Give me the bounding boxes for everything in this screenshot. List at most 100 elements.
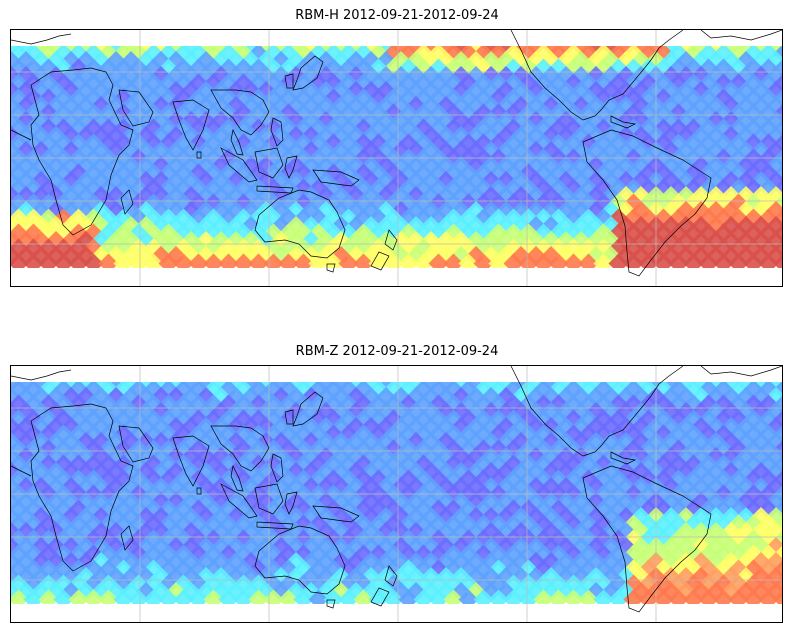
heat-cell	[23, 253, 44, 268]
heat-cell	[503, 253, 524, 268]
map-panel-rbm-z[interactable]	[10, 365, 783, 623]
coastline	[254, 483, 284, 515]
heat-cell	[623, 382, 644, 400]
coastline	[284, 409, 294, 425]
heat-cell	[263, 46, 284, 64]
heat-cell	[698, 589, 719, 604]
heat-cell	[233, 253, 254, 268]
heat-cell	[428, 589, 449, 604]
heat-cell	[398, 46, 419, 64]
heat-cell	[398, 382, 419, 400]
heat-cell	[653, 253, 674, 268]
coastline	[254, 147, 284, 179]
heat-cell	[668, 589, 689, 604]
heat-cell	[353, 46, 374, 64]
heat-cell	[128, 589, 149, 604]
heat-cell	[578, 46, 599, 64]
heat-cell	[533, 46, 554, 64]
coastline	[312, 505, 360, 523]
coastline	[230, 464, 244, 492]
coastline	[700, 366, 782, 377]
heat-cell	[488, 382, 509, 400]
heat-cell	[248, 589, 269, 604]
heat-cell	[173, 253, 194, 268]
heat-cell	[53, 253, 74, 268]
heat-cell	[413, 253, 434, 268]
heat-cell	[143, 46, 164, 64]
gridlines-rbm-h	[11, 30, 782, 286]
heat-cell	[338, 589, 359, 604]
heat-cell	[593, 253, 614, 268]
panel-1-title: RBM-H 2012-09-21-2012-09-24	[295, 8, 499, 23]
map-panel-rbm-h[interactable]	[10, 29, 783, 287]
heat-cell	[668, 46, 689, 64]
heat-cell	[758, 589, 779, 604]
heat-cell	[248, 382, 269, 400]
heat-cell	[608, 46, 629, 64]
heat-cell	[353, 253, 374, 268]
heat-cell	[518, 589, 539, 604]
heat-cell	[83, 46, 104, 64]
heat-cell	[608, 253, 629, 268]
heat-cell	[218, 589, 239, 604]
panel-2-title: RBM-Z 2012-09-21-2012-09-24	[295, 344, 499, 359]
coastline	[510, 30, 684, 121]
heat-cell	[638, 46, 659, 64]
heat-cell	[548, 589, 569, 604]
heat-cell	[518, 253, 539, 268]
heat-cell	[488, 589, 509, 604]
heat-cell	[608, 589, 629, 604]
coastline	[370, 587, 390, 607]
heat-cell	[353, 589, 374, 604]
heat-cell	[338, 253, 359, 268]
coastline	[292, 391, 324, 427]
heat-cell	[158, 589, 179, 604]
coastline	[210, 89, 270, 136]
heat-cell	[23, 382, 44, 400]
heat-cell	[563, 46, 584, 64]
coastline	[582, 465, 712, 613]
heatmap-layer-rbm-z	[11, 382, 782, 604]
heat-cell	[383, 253, 404, 268]
heat-cell	[683, 46, 704, 64]
heat-cell	[488, 46, 509, 64]
heat-cell	[113, 589, 134, 604]
heat-cell	[68, 589, 89, 604]
heat-cell	[83, 253, 104, 268]
heat-cell	[548, 253, 569, 268]
heat-cell	[398, 589, 419, 604]
heat-cell	[638, 589, 659, 604]
heat-cell	[323, 382, 344, 400]
heat-cell	[593, 46, 614, 64]
coastline	[220, 483, 258, 519]
heat-cell	[188, 382, 209, 400]
heat-cell	[233, 46, 254, 64]
heat-cell	[203, 382, 224, 400]
heat-cell	[758, 382, 779, 400]
heat-cell	[173, 382, 194, 400]
heat-cell	[248, 253, 269, 268]
heat-cell	[128, 46, 149, 64]
heat-cell	[563, 589, 584, 604]
coastlines-rbm-h	[11, 30, 782, 277]
heat-cell	[653, 382, 674, 400]
heat-cell	[683, 253, 704, 268]
coastline	[30, 403, 134, 572]
heat-cell	[563, 382, 584, 400]
heat-cell	[113, 46, 134, 64]
heat-cell	[278, 253, 299, 268]
heat-cell	[308, 46, 329, 64]
heat-cell	[413, 46, 434, 64]
heat-cell	[188, 589, 209, 604]
map-rbm-z-svg	[11, 366, 782, 622]
heat-cell	[323, 253, 344, 268]
coastline	[254, 189, 346, 259]
coastline	[284, 155, 298, 179]
heatmap-layer-rbm-h	[11, 46, 782, 268]
heat-cell	[578, 253, 599, 268]
heat-cell	[143, 253, 164, 268]
heat-cell	[503, 589, 524, 604]
coastline	[30, 67, 134, 236]
heat-cell	[38, 589, 59, 604]
heat-cell	[728, 253, 749, 268]
